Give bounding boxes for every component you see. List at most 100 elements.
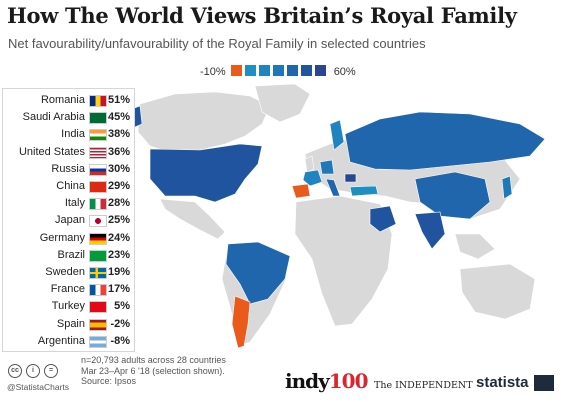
mexico-shape	[159, 198, 226, 240]
table-row: France 17%	[3, 281, 134, 297]
romania-shape	[344, 173, 357, 183]
legend-swatches	[230, 65, 329, 79]
saudi-arabia-flag-icon	[89, 112, 107, 125]
legend-swatch	[300, 65, 312, 76]
russia-shape	[344, 111, 546, 171]
independent-logo: The INDEPENDENT	[374, 380, 473, 391]
india-flag-icon	[89, 129, 107, 142]
country-label: Russia	[51, 162, 85, 175]
color-legend: -10% 60%	[195, 64, 361, 80]
sweden-shape	[329, 119, 345, 151]
turkey-shape	[349, 185, 379, 197]
table-row: Japan 25%	[3, 212, 134, 228]
footer-note-line2: Mar 23–Apr 6 '18 (selection shown).	[81, 365, 225, 376]
china-flag-icon	[89, 181, 107, 193]
canada-shape	[137, 91, 271, 155]
table-row: United States 36%	[3, 144, 134, 160]
indy-prefix: indy	[285, 369, 330, 393]
table-row: Brazil 23%	[3, 247, 134, 263]
table-row: Turkey 5%	[3, 298, 134, 314]
greenland-shape	[254, 84, 311, 123]
footer-note-line1: n=20,793 adults across 28 countries	[81, 355, 226, 365]
legend-swatch	[230, 65, 242, 76]
table-row: Sweden 19%	[3, 264, 134, 280]
table-row: Saudi Arabia 45%	[3, 109, 134, 125]
country-label: France	[50, 283, 85, 296]
value-label: 30%	[107, 162, 130, 175]
page-subtitle: Net favourability/unfavourability of the…	[8, 36, 426, 51]
attribution-icon: i	[26, 364, 40, 378]
russia-flag-icon	[89, 163, 107, 176]
turkey-flag-icon	[89, 301, 107, 314]
argentina-flag-icon	[89, 335, 107, 348]
africa-shape	[294, 195, 393, 327]
japan-shape	[501, 175, 513, 200]
country-label: Sweden	[45, 266, 85, 278]
page-title: How The World Views Britain’s Royal Fami…	[7, 3, 517, 28]
legend-min-label: -10%	[200, 66, 226, 78]
statista-logo: statista	[476, 374, 529, 391]
table-row: Romania 51%	[3, 92, 134, 108]
italy-flag-icon	[89, 198, 107, 211]
footer-note: n=20,793 adults across 28 countries Mar …	[81, 355, 226, 387]
value-label: 17%	[107, 283, 130, 296]
germany-shape	[319, 159, 335, 175]
statista-mark-icon	[534, 375, 554, 391]
value-label: 29%	[107, 180, 130, 192]
se-asia-shape	[454, 233, 496, 260]
table-row: Russia 30%	[3, 161, 134, 177]
romania-flag-icon	[89, 95, 107, 107]
country-label: India	[61, 128, 85, 141]
table-row: China 29%	[3, 178, 134, 194]
country-label: Spain	[56, 317, 85, 330]
value-label: 45%	[107, 111, 130, 124]
united-states-shape	[149, 143, 263, 203]
germany-flag-icon	[89, 232, 107, 245]
country-label: Turkey	[51, 300, 85, 313]
indy100-logo: indy100	[285, 369, 368, 393]
country-label: Italy	[64, 197, 85, 210]
country-label: United States	[18, 145, 85, 158]
china-shape	[414, 171, 491, 220]
table-row: Argentina -8%	[3, 333, 134, 349]
legend-max-label: 60%	[333, 66, 356, 78]
value-label: 38%	[107, 128, 130, 141]
argentina-shape	[231, 295, 251, 349]
table-row: Spain -2%	[3, 316, 134, 332]
united-states-flag-icon	[89, 146, 107, 159]
india-shape	[414, 211, 446, 250]
spain-shape	[291, 183, 311, 199]
country-label: Romania	[40, 94, 85, 106]
ranking-table: Romania 51% Saudi Arabia 45% India 38% United …	[2, 88, 135, 352]
value-label: 36%	[107, 145, 130, 158]
indy-suffix: 100	[328, 369, 369, 393]
country-label: Saudi Arabia	[22, 111, 85, 124]
country-label: China	[56, 180, 85, 192]
uk-shape	[304, 155, 315, 173]
australia-shape	[459, 263, 536, 320]
france-shape	[302, 169, 323, 187]
japan-flag-icon	[89, 215, 107, 228]
value-label: 5%	[114, 300, 130, 313]
social-handle: @StatistaCharts	[7, 382, 70, 392]
italy-shape	[325, 178, 341, 197]
brazil-shape	[225, 241, 291, 305]
footer-source: Source: Ipsos	[81, 376, 137, 386]
value-label: 23%	[107, 248, 130, 261]
legend-swatch	[258, 65, 270, 76]
creative-commons-icon: cc	[8, 364, 22, 378]
legend-swatch	[314, 65, 326, 76]
spain-flag-icon	[89, 318, 107, 331]
country-label: Germany	[39, 231, 85, 244]
legend-swatch	[244, 65, 256, 76]
value-label: 19%	[107, 266, 130, 278]
country-label: Brazil	[57, 248, 85, 261]
table-row: India 38%	[3, 126, 134, 142]
legend-swatch	[286, 65, 298, 76]
brazil-flag-icon	[89, 249, 107, 262]
table-row: Italy 28%	[3, 195, 134, 211]
country-label: Argentina	[37, 334, 85, 347]
value-label: -8%	[110, 334, 130, 347]
saudi-arabia-shape	[369, 205, 397, 233]
value-label: 25%	[107, 214, 130, 227]
